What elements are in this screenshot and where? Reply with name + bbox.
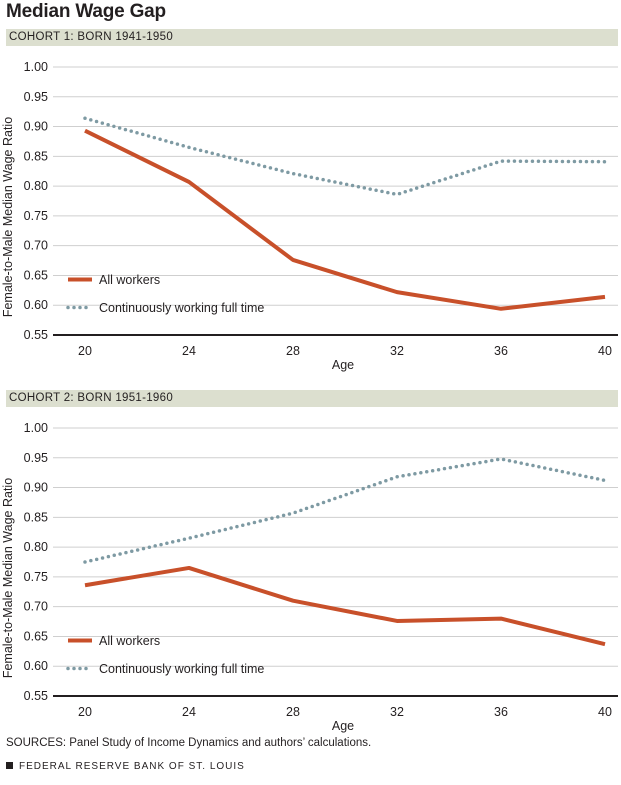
footer-square-icon bbox=[6, 762, 13, 769]
y-axis-label: Female-to-Male Median Wage Ratio bbox=[1, 478, 15, 678]
x-tick-label: 28 bbox=[286, 705, 300, 719]
chart-title: Median Wage Gap bbox=[6, 1, 166, 22]
footer: FEDERAL RESERVE BANK OF ST. LOUIS bbox=[6, 761, 245, 772]
x-tick-label: 20 bbox=[78, 705, 92, 719]
y-tick-label: 0.90 bbox=[24, 120, 48, 134]
y-tick-label: 0.60 bbox=[24, 659, 48, 673]
x-tick-label: 32 bbox=[390, 344, 404, 358]
legend-full-time-label: Continuously working full time bbox=[99, 662, 264, 676]
legend-full-time-label: Continuously working full time bbox=[99, 301, 264, 315]
x-tick-label: 20 bbox=[78, 344, 92, 358]
y-tick-label: 0.80 bbox=[24, 179, 48, 193]
y-tick-label: 0.60 bbox=[24, 298, 48, 312]
x-axis-label: Age bbox=[332, 358, 354, 372]
legend-all-workers-label: All workers bbox=[99, 273, 160, 287]
y-tick-label: 0.75 bbox=[24, 209, 48, 223]
x-tick-label: 24 bbox=[182, 705, 196, 719]
full-time-series-line bbox=[83, 116, 607, 197]
y-tick-label: 0.65 bbox=[24, 629, 48, 643]
y-axis-label: Female-to-Male Median Wage Ratio bbox=[1, 117, 15, 317]
y-tick-label: 0.65 bbox=[24, 268, 48, 282]
legend-all-workers-label: All workers bbox=[99, 634, 160, 648]
all-workers-series-line bbox=[84, 565, 606, 647]
y-tick-label: 0.70 bbox=[24, 600, 48, 614]
cohort-1-chart: 1.00 0.95 0.90 0.85 0.80 0.75 0.70 0.65 0.60 0.55… bbox=[1, 60, 618, 372]
y-tick-label: 0.80 bbox=[24, 540, 48, 554]
x-tick-label: 24 bbox=[182, 344, 196, 358]
y-tick-label: 0.55 bbox=[24, 689, 48, 703]
y-tick-label: 0.85 bbox=[24, 510, 48, 524]
x-tick-label: 28 bbox=[286, 344, 300, 358]
x-tick-label: 40 bbox=[598, 344, 612, 358]
y-tick-label: 1.00 bbox=[24, 60, 48, 74]
footer-text: FEDERAL RESERVE BANK OF ST. LOUIS bbox=[19, 761, 245, 772]
y-tick-label: 0.70 bbox=[24, 239, 48, 253]
cohort-2-chart: 1.00 0.95 0.90 0.85 0.80 0.75 0.70 0.65 0.60 0.55… bbox=[1, 421, 618, 733]
x-tick-label: 36 bbox=[494, 344, 508, 358]
x-axis-label: Age bbox=[332, 719, 354, 733]
y-tick-label: 0.95 bbox=[24, 451, 48, 465]
full-time-series-line bbox=[83, 457, 607, 564]
x-tick-label: 40 bbox=[598, 705, 612, 719]
y-tick-label: 0.85 bbox=[24, 149, 48, 163]
y-tick-label: 0.90 bbox=[24, 481, 48, 495]
sources-note: SOURCES: Panel Study of Income Dynamics … bbox=[6, 737, 372, 749]
y-tick-label: 0.95 bbox=[24, 90, 48, 104]
y-tick-label: 1.00 bbox=[24, 421, 48, 435]
cohort-2-subtitle: COHORT 2: BORN 1951-1960 bbox=[6, 390, 618, 407]
y-tick-label: 0.75 bbox=[24, 570, 48, 584]
all-workers-series-line bbox=[84, 128, 606, 311]
y-tick-label: 0.55 bbox=[24, 328, 48, 342]
x-tick-label: 32 bbox=[390, 705, 404, 719]
cohort-1-subtitle: COHORT 1: BORN 1941-1950 bbox=[6, 29, 618, 46]
x-tick-label: 36 bbox=[494, 705, 508, 719]
